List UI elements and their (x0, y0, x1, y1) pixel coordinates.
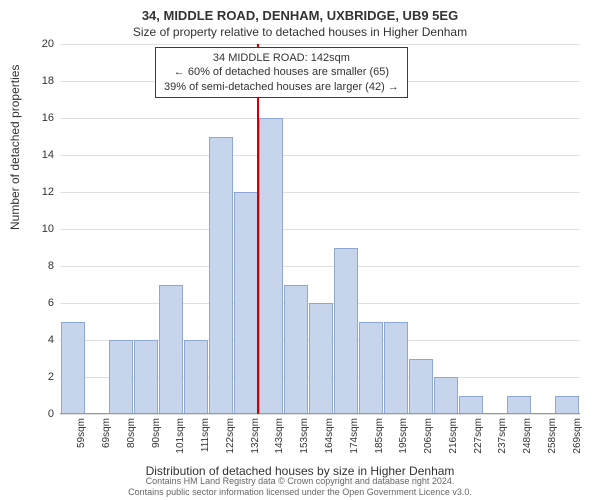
x-tick-label: 122sqm (225, 418, 236, 468)
x-tick-label: 59sqm (76, 418, 87, 468)
histogram-bar (334, 248, 358, 415)
x-tick-label: 185sqm (374, 418, 385, 468)
histogram-bar (234, 192, 258, 414)
histogram-bar (359, 322, 383, 415)
plot-area: 02468101214161820 59sqm69sqm80sqm90sqm10… (60, 44, 580, 414)
chart-container: 34, MIDDLE ROAD, DENHAM, UXBRIDGE, UB9 5… (0, 0, 600, 500)
gridline (60, 414, 580, 415)
histogram-bar (209, 137, 233, 415)
annotation-line-2: ← 60% of detached houses are smaller (65… (164, 65, 399, 79)
y-tick-label: 10 (24, 223, 54, 235)
histogram-bar (259, 118, 283, 414)
histogram-bar (134, 340, 158, 414)
y-axis-label: Number of detached properties (8, 65, 22, 230)
annotation-line-1: 34 MIDDLE ROAD: 142sqm (164, 51, 399, 65)
histogram-bar (555, 396, 579, 415)
x-tick-label: 227sqm (473, 418, 484, 468)
histogram-bar (459, 396, 483, 415)
y-tick-label: 8 (24, 260, 54, 272)
histogram-bar (409, 359, 433, 415)
footnote-line-2: Contains public sector information licen… (0, 487, 600, 498)
histogram-bar (384, 322, 408, 415)
annotation-line-3: 39% of semi-detached houses are larger (… (164, 80, 399, 94)
x-tick-label: 90sqm (151, 418, 162, 468)
y-tick-label: 16 (24, 112, 54, 124)
histogram-bar (184, 340, 208, 414)
y-tick-label: 18 (24, 75, 54, 87)
histogram-bar (159, 285, 183, 415)
baseline (60, 413, 580, 414)
x-tick-label: 69sqm (101, 418, 112, 468)
histogram-bar (507, 396, 531, 415)
y-tick-label: 20 (24, 38, 54, 50)
x-tick-label: 111sqm (200, 418, 211, 468)
x-tick-label: 80sqm (126, 418, 137, 468)
histogram-bar (309, 303, 333, 414)
y-tick-label: 0 (24, 408, 54, 420)
x-tick-label: 237sqm (497, 418, 508, 468)
x-tick-label: 174sqm (349, 418, 360, 468)
bars-group (60, 44, 580, 414)
annotation-box: 34 MIDDLE ROAD: 142sqm ← 60% of detached… (155, 47, 408, 98)
y-tick-label: 12 (24, 186, 54, 198)
y-tick-label: 2 (24, 371, 54, 383)
x-tick-label: 164sqm (324, 418, 335, 468)
x-tick-label: 153sqm (299, 418, 310, 468)
histogram-bar (61, 322, 85, 415)
y-tick-label: 4 (24, 334, 54, 346)
footnote: Contains HM Land Registry data © Crown c… (0, 476, 600, 498)
histogram-bar (434, 377, 458, 414)
y-tick-label: 6 (24, 297, 54, 309)
histogram-bar (109, 340, 133, 414)
x-tick-label: 248sqm (522, 418, 533, 468)
marker-line (257, 44, 259, 414)
y-tick-label: 14 (24, 149, 54, 161)
histogram-bar (284, 285, 308, 415)
x-tick-label: 269sqm (572, 418, 583, 468)
x-tick-label: 143sqm (274, 418, 285, 468)
x-tick-label: 216sqm (448, 418, 459, 468)
x-tick-label: 258sqm (547, 418, 558, 468)
footnote-line-1: Contains HM Land Registry data © Crown c… (0, 476, 600, 487)
chart-subtitle: Size of property relative to detached ho… (0, 23, 600, 41)
x-tick-label: 101sqm (175, 418, 186, 468)
x-tick-label: 132sqm (250, 418, 261, 468)
x-tick-label: 195sqm (398, 418, 409, 468)
x-tick-label: 206sqm (423, 418, 434, 468)
chart-title: 34, MIDDLE ROAD, DENHAM, UXBRIDGE, UB9 5… (0, 0, 600, 23)
